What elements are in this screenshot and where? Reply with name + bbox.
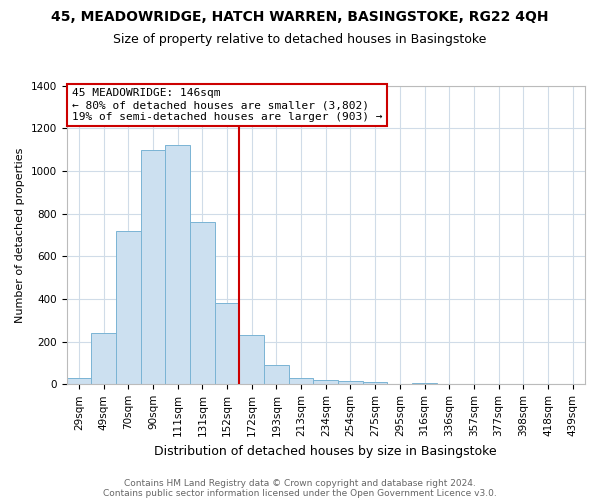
Text: Size of property relative to detached houses in Basingstoke: Size of property relative to detached ho… (113, 32, 487, 46)
Bar (91, 333, 116, 384)
Bar (165, 146, 190, 384)
Y-axis label: Number of detached properties: Number of detached properties (15, 147, 25, 322)
X-axis label: Distribution of detached houses by size in Basingstoke: Distribution of detached houses by size … (154, 444, 497, 458)
Bar (412, 382, 437, 384)
Bar (289, 378, 313, 384)
Bar (338, 381, 363, 384)
Bar (215, 303, 239, 384)
Text: Contains public sector information licensed under the Open Government Licence v3: Contains public sector information licen… (103, 488, 497, 498)
Bar (67, 378, 91, 384)
Text: 45, MEADOWRIDGE, HATCH WARREN, BASINGSTOKE, RG22 4QH: 45, MEADOWRIDGE, HATCH WARREN, BASINGSTO… (51, 10, 549, 24)
Bar (190, 222, 215, 384)
Bar (264, 365, 289, 384)
Bar (239, 335, 264, 384)
Text: 45 MEADOWRIDGE: 146sqm
← 80% of detached houses are smaller (3,802)
19% of semi-: 45 MEADOWRIDGE: 146sqm ← 80% of detached… (72, 88, 382, 122)
Bar (313, 380, 338, 384)
Text: Contains HM Land Registry data © Crown copyright and database right 2024.: Contains HM Land Registry data © Crown c… (124, 478, 476, 488)
Bar (140, 150, 165, 384)
Bar (116, 230, 140, 384)
Bar (363, 382, 388, 384)
